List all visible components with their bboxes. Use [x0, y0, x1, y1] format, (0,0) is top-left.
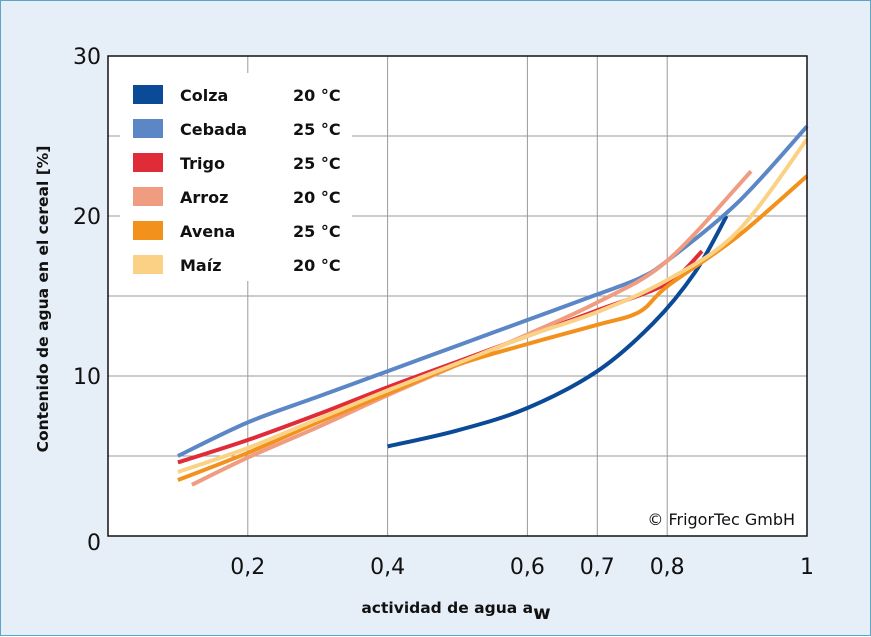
legend-series-temp: 20 °C — [293, 256, 341, 275]
y-axis-title: Contenido de agua en el cereal [%] — [34, 146, 52, 453]
x-axis-title: actividad de agua aw — [361, 599, 550, 624]
legend-swatch — [133, 221, 163, 240]
legend-series-temp: 20 °C — [293, 86, 341, 105]
x-tick-label: 0,6 — [510, 555, 545, 580]
legend-swatch — [133, 119, 163, 138]
plot-border — [107, 55, 808, 537]
x-tick-label: 0,7 — [580, 555, 615, 580]
y-tick-label: 10 — [73, 365, 101, 390]
y-tick-label: 20 — [73, 205, 101, 230]
y-tick-labels: 0 10 20 30 — [73, 45, 101, 556]
legend-series-name: Colza — [180, 86, 228, 105]
legend-series-name: Cebada — [180, 120, 247, 139]
legend-series-name: Maíz — [180, 256, 222, 275]
legend: Colza 20 °C Cebada 25 °C Trigo 25 °C Arroz 20 °… — [120, 73, 352, 281]
series-line-maiz — [177, 138, 809, 474]
legend-box — [120, 73, 352, 281]
legend-series-temp: 20 °C — [293, 188, 341, 207]
series-line-avena — [177, 174, 809, 482]
series-lines — [177, 125, 809, 487]
x-tick-label: 0,8 — [650, 555, 685, 580]
x-tick-label: 0,2 — [230, 555, 265, 580]
x-tick-label: 0,4 — [370, 555, 405, 580]
legend-series-name: Trigo — [180, 154, 225, 173]
y-tick-label: 30 — [73, 45, 101, 70]
legend-swatch — [133, 187, 163, 206]
legend-series-temp: 25 °C — [293, 154, 341, 173]
y-tick-label: 0 — [87, 531, 101, 556]
legend-series-temp: 25 °C — [293, 120, 341, 139]
copyright-credit: © FrigorTec GmbH — [647, 510, 795, 529]
legend-swatch — [133, 255, 163, 274]
x-tick-label: 1 — [800, 555, 814, 580]
series-line-colza — [387, 215, 729, 449]
legend-series-name: Arroz — [180, 188, 228, 207]
series-line-cebada — [177, 125, 809, 458]
legend-swatch — [133, 85, 163, 104]
legend-series-name: Avena — [180, 222, 235, 241]
legend-series-temp: 25 °C — [293, 222, 341, 241]
legend-swatch — [133, 153, 163, 172]
x-tick-labels: 0,2 0,4 0,6 0,7 0,8 1 — [230, 555, 814, 580]
